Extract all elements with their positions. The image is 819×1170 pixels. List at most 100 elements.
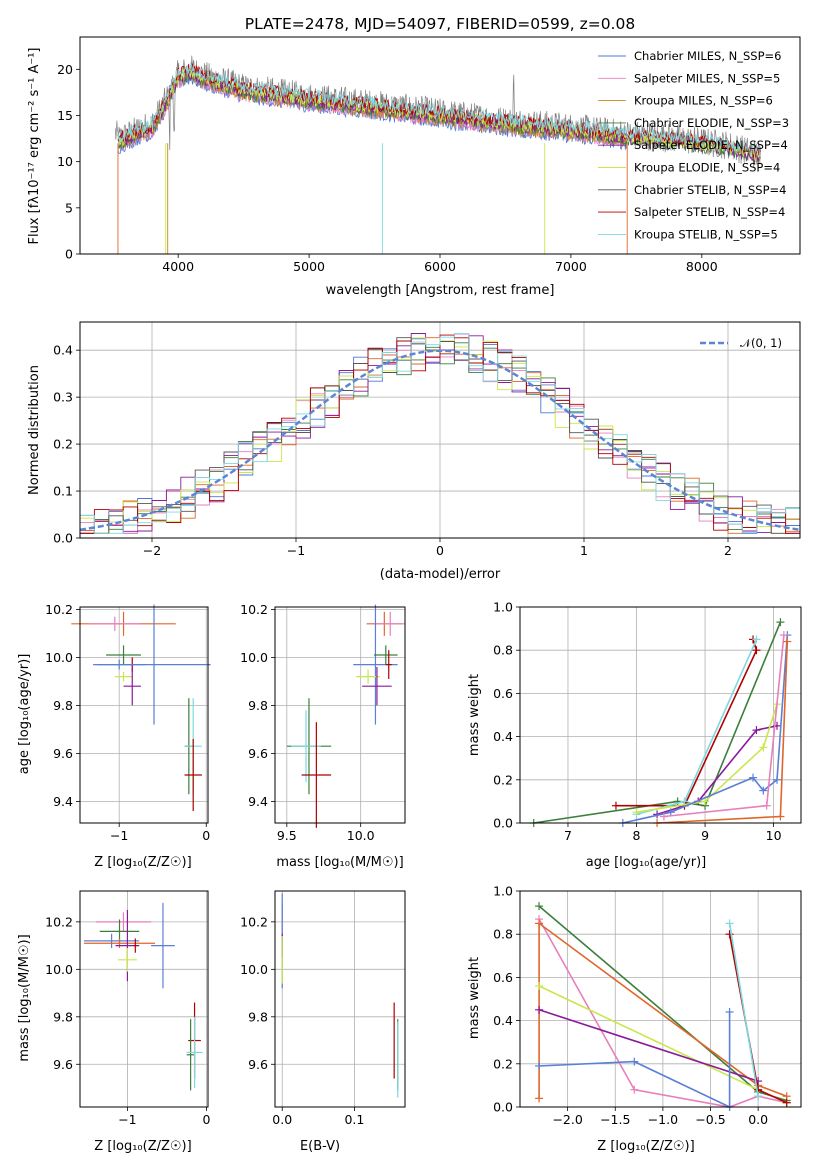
x-tick-label: 7 [564,828,572,843]
histogram-traces [79,333,801,534]
normal-curve-line [79,349,801,532]
y-tick-label: 10 [57,154,73,169]
y-axis-label: Flux [fλ10⁻¹⁷ erg cm⁻² s⁻¹ A⁻¹] [27,48,42,245]
y-tick-label: 10.0 [45,962,73,977]
y-tick-label: 9.8 [248,1009,268,1024]
x-tick-label: 7000 [555,259,587,274]
y-tick-label: 9.6 [53,1057,73,1072]
y-tick-label: 9.6 [248,1057,268,1072]
errorbar-point [97,604,211,725]
x-tick-label: 5000 [293,259,325,274]
y-tick-label: 0 [65,247,73,262]
legend-entry-label: Kroupa STELIB, N_SSP=5 [634,227,778,241]
y-tick-label: 0.6 [493,970,513,985]
y-tick-label: 0.2 [493,772,513,787]
weight-marker [725,1007,734,1016]
legend-entry-label: Salpeter MILES, N_SSP=5 [634,71,780,85]
errorbar-points [83,902,203,1091]
errorbar-point [375,611,405,636]
y-tick-label: 10.2 [240,914,268,929]
weight-marker [749,773,758,782]
legend: Chabrier MILES, N_SSP=6 Salpeter MILES, N… [598,49,789,241]
x-tick-label: 9.5 [277,828,297,843]
x-axis-label: E(B-V) [300,1139,340,1154]
x-tick-label: 0.0 [748,1112,768,1127]
z-vs-age-panel: Z [log₁₀(Z/Z☉)] age [log₁₀(age/yr)] −1 0 9… [17,602,211,870]
weight-marker [535,1005,544,1014]
weight-marker [759,743,768,752]
weight-marker [779,631,788,640]
x-axis-label: Z [log₁₀(Z/Z☉)] [94,1139,191,1154]
y-tick-label: 0.6 [493,686,513,701]
weight-marker [773,775,782,784]
weight-marker [783,637,792,646]
weight-marker [632,808,641,817]
weight-marker [535,982,544,991]
weight-marker [776,812,785,821]
errorbar-point [184,739,202,811]
x-tick-label: −1.0 [648,1112,678,1127]
weight-series-line [622,635,789,824]
y-tick-label: 0.0 [53,531,73,546]
x-axis-label: Z [log₁₀(Z/Z☉)] [94,855,191,870]
legend-entry-label: Chabrier ELODIE, N_SSP=3 [634,116,789,130]
y-tick-label: 10.2 [240,602,268,617]
x-tick-label: 0 [202,828,210,843]
x-axis-label: age [log₁₀(age/yr)] [586,855,707,870]
errorbar-point [373,645,398,665]
y-tick-label: 0.0 [493,1100,513,1115]
y-axis-label: mass [log₁₀(M/M☉)] [17,934,32,1061]
x-axis-label: mass [log₁₀(M/M☉)] [276,855,403,870]
y-axis-label: Normed distribution [27,365,42,495]
y-tick-label: 9.8 [53,698,73,713]
y-tick-label: 15 [57,108,73,123]
z-vs-mass-weight-panel: Z [log₁₀(Z/Z☉)] mass weight −2.0 −1.5 −1.0… [467,884,802,1154]
x-tick-label: 9 [701,828,709,843]
errorbar-point [186,1019,195,1091]
weight-series-line [636,703,778,813]
x-tick-label: 2 [724,543,732,558]
y-tick-label: 0.8 [493,927,513,942]
legend-entry-label: Chabrier MILES, N_SSP=6 [634,49,781,63]
errorbar-point [385,650,392,679]
y-tick-label: 9.6 [248,746,268,761]
spectrum-panel: 4000 5000 6000 7000 8000 0 5 10 15 20 wavelength … [27,36,801,298]
weight-marker [776,618,785,627]
errorbar-points [71,604,211,811]
model-spectrum-line [117,61,761,158]
x-axis-label: (data-model)/error [380,567,501,582]
y-tick-label: 10.0 [240,962,268,977]
weight-series-line [728,923,759,1097]
y-tick-label: 0.3 [53,390,73,405]
errorbar-point [117,947,137,972]
errorbar-point [95,912,152,932]
y-tick-label: 10.2 [45,602,73,617]
x-tick-label: 6000 [424,259,456,274]
weight-marker [725,919,734,928]
weight-marker [659,812,668,821]
mass-vs-age-panel: mass [log₁₀(M/M☉)] 9.5 10.0 9.4 9.6 9.8 10.0 1… [240,602,406,870]
errorbar-point [88,616,141,631]
errorbar-points [286,604,405,828]
weight-marker [754,1092,763,1101]
weight-series-line [539,1012,731,1109]
x-axis-label: wavelength [Angstrom, rest frame] [326,283,555,298]
x-tick-label: 0.1 [344,1112,364,1127]
legend-entry-label: Salpeter STELIB, N_SSP=4 [634,205,785,219]
y-tick-label: 10.0 [240,650,268,665]
y-tick-label: 0.2 [493,1056,513,1071]
weight-marker [701,797,710,806]
errorbar-point [362,667,392,706]
errorbar-point [133,938,137,953]
weight-series [529,618,792,827]
weight-marker [752,726,761,735]
y-tick-label: 9.4 [53,794,73,809]
x-tick-label: 0.0 [272,1112,292,1127]
errorbar-point [151,902,175,989]
y-tick-label: 0.8 [493,643,513,658]
weight-series-line [656,725,778,816]
figure-title: PLATE=2478, MJD=54097, FIBERID=0599, z=0… [245,15,635,33]
weight-series [535,902,791,1111]
age-vs-mass-weight-panel: age [log₁₀(age/yr)] mass weight 7 8 9 10 0.0… [467,600,802,870]
